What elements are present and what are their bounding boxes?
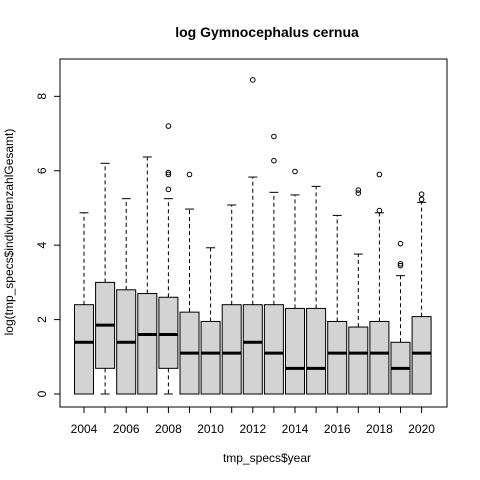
iqr-box — [348, 326, 369, 395]
box-2008 — [158, 123, 179, 395]
iqr-box — [74, 304, 94, 395]
outlier-point — [186, 171, 193, 178]
outlier-point — [165, 171, 172, 178]
y-tick-label: 0 — [35, 390, 49, 397]
x-tick-label: 2018 — [366, 422, 393, 436]
box-2018 — [369, 171, 390, 395]
box-2019 — [390, 240, 411, 395]
box-2010 — [200, 247, 221, 395]
outlier-point — [355, 187, 362, 193]
x-tick-label: 2020 — [408, 422, 435, 436]
outlier-point — [165, 169, 172, 176]
iqr-box — [137, 293, 158, 395]
outlier-point — [292, 168, 298, 175]
x-tick-label: 2008 — [155, 422, 182, 436]
iqr-box — [285, 307, 305, 395]
iqr-box — [158, 296, 179, 369]
box-2007 — [137, 156, 158, 395]
plot-area: 0 2 4 6 8 2004 2006 2008 2010 2012 2014 2016 2018 202… — [35, 58, 448, 436]
x-tick-label: 2004 — [71, 422, 98, 436]
x-tick-label: 2014 — [282, 422, 309, 436]
outlier-point — [418, 191, 425, 197]
box-2012 — [242, 77, 263, 395]
chart-title: log Gymnocephalus cernua — [175, 24, 359, 40]
box-2013 — [263, 133, 284, 395]
iqr-box — [263, 304, 284, 395]
box-2015 — [306, 185, 327, 395]
y-axis-label: log(tmp_specs$individuenzahlGesamt) — [2, 129, 16, 336]
x-tick-label: 2016 — [324, 422, 351, 436]
y-tick-label: 4 — [35, 242, 49, 249]
box-2017 — [348, 187, 369, 395]
box-2016 — [327, 214, 348, 395]
box-2006 — [116, 198, 137, 395]
outlier-point — [397, 260, 404, 267]
iqr-box — [411, 316, 432, 395]
y-tick-label: 8 — [35, 93, 49, 100]
outlier-point — [418, 196, 425, 203]
plot-frame — [59, 58, 448, 408]
box-2005 — [95, 162, 116, 395]
iqr-box — [369, 320, 390, 395]
box-2011 — [221, 204, 242, 395]
box-2004 — [74, 212, 94, 395]
x-axis-label: tmp_specs$year — [223, 451, 311, 465]
outlier-point — [355, 190, 362, 196]
outlier-point — [397, 262, 404, 269]
outlier-point — [397, 240, 404, 247]
y-tick-label: 6 — [35, 167, 49, 174]
outlier-point — [271, 133, 277, 140]
outlier-point — [271, 157, 277, 164]
outlier-point — [165, 186, 172, 193]
box-2020 — [411, 191, 432, 395]
x-tick-label: 2012 — [239, 422, 266, 436]
iqr-box — [221, 304, 242, 395]
box-2009 — [179, 171, 200, 395]
outlier-point — [165, 123, 172, 129]
iqr-box — [306, 307, 327, 395]
x-tick-label: 2006 — [113, 422, 140, 436]
box-2014 — [285, 168, 305, 395]
iqr-box — [242, 304, 263, 395]
outlier-point — [376, 207, 383, 214]
x-tick-label: 2010 — [197, 422, 224, 436]
iqr-box — [200, 320, 221, 395]
y-tick-label: 2 — [35, 316, 49, 323]
iqr-box — [327, 320, 348, 395]
outlier-point — [250, 77, 256, 83]
outlier-point — [376, 171, 383, 178]
